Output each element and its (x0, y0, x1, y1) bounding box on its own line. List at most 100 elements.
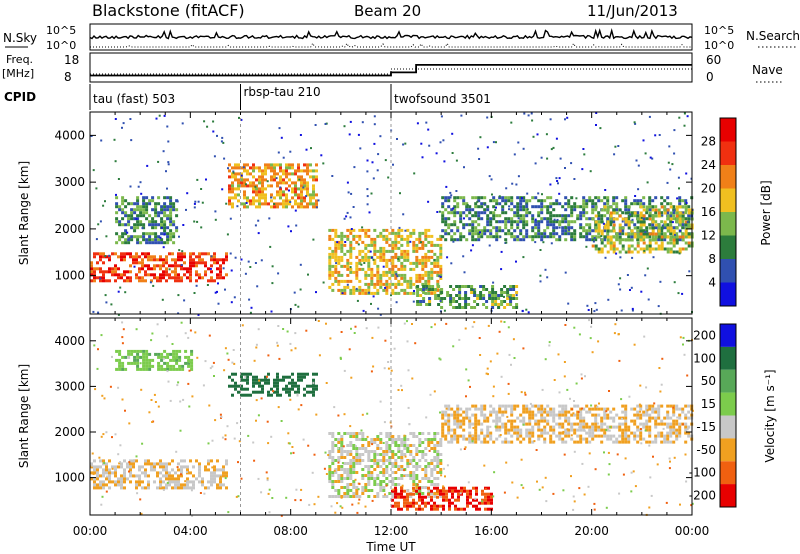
power-cell (637, 188, 640, 191)
power-cell (294, 184, 297, 188)
velocity-cell (176, 384, 179, 387)
power-cell (585, 238, 589, 242)
power-cell (315, 175, 318, 179)
power-cell (402, 143, 405, 146)
power-cell (291, 163, 294, 167)
power-cell (254, 224, 257, 227)
power-cell (291, 190, 294, 194)
velocity-cell (376, 465, 380, 468)
power-cell (305, 148, 308, 151)
velocity-cell (412, 486, 415, 490)
velocity-cell (333, 406, 336, 409)
power-cell (660, 196, 664, 200)
power-cell (645, 226, 649, 230)
power-cell (687, 244, 691, 248)
power-cell (594, 220, 598, 224)
velocity-cell (151, 364, 155, 368)
velocity-cell (549, 425, 553, 429)
velocity-cell (566, 428, 569, 431)
velocity-cell (373, 450, 377, 453)
velocity-cell (291, 378, 294, 382)
velocity-cell (160, 358, 164, 362)
power-cell (672, 244, 676, 248)
power-cell (352, 288, 356, 292)
power-cell (488, 291, 492, 294)
velocity-cell (175, 361, 179, 365)
velocity-cell (340, 331, 343, 333)
power-cell (444, 220, 448, 224)
power-cell (219, 258, 222, 262)
velocity-cell (162, 486, 165, 490)
power-cell (142, 208, 146, 212)
velocity-cell (448, 498, 451, 502)
velocity-cell (462, 422, 466, 426)
power-cell (147, 252, 150, 256)
velocity-cell (102, 486, 105, 490)
power-cell (669, 247, 673, 251)
power-cell (349, 255, 353, 259)
power-cell (657, 226, 661, 230)
power-cell (666, 247, 670, 251)
power-cell (303, 184, 306, 188)
velocity-cell (355, 495, 359, 498)
power-cell (445, 185, 448, 188)
power-cell (240, 202, 243, 206)
velocity-cell (522, 486, 525, 489)
power-cell (651, 238, 655, 242)
power-cell (238, 116, 240, 119)
power-cell (102, 273, 105, 277)
power-cell (148, 223, 152, 227)
power-cell (618, 229, 622, 233)
power-cell (394, 237, 398, 241)
power-cell (468, 208, 472, 212)
velocity-cell (624, 457, 627, 460)
velocity-cell (186, 465, 189, 469)
velocity-cell (97, 348, 99, 351)
velocity-cell (340, 496, 343, 499)
velocity-cell (498, 330, 501, 333)
power-cell (210, 264, 213, 268)
power-cell (172, 223, 176, 227)
velocity-cell (471, 325, 474, 328)
power-cell (356, 299, 359, 302)
velocity-cell (540, 407, 544, 411)
power-cell (237, 172, 240, 176)
velocity-cell (397, 501, 400, 505)
power-cell (355, 264, 359, 268)
power-cell (111, 252, 114, 256)
velocity-cell (621, 404, 625, 408)
velocity-cell (561, 413, 565, 417)
power-cell (167, 140, 170, 143)
velocity-cell (573, 431, 577, 435)
velocity-cell (472, 504, 475, 508)
power-cell (495, 229, 499, 233)
power-cell (178, 249, 181, 252)
power-cell (95, 187, 98, 190)
velocity-cell (370, 465, 374, 468)
power-cell (477, 196, 481, 200)
velocity-cell (501, 413, 505, 417)
velocity-cell (246, 387, 249, 391)
power-cell (373, 258, 377, 262)
velocity-cell (331, 459, 335, 462)
velocity-cell (165, 471, 168, 475)
power-cell (678, 223, 682, 227)
power-cell (252, 190, 255, 194)
power-cell (416, 285, 420, 288)
power-cell (630, 238, 634, 242)
power-cell (280, 136, 283, 139)
velocity-cell (424, 486, 428, 489)
velocity-cell (294, 384, 297, 388)
velocity-cell (120, 483, 123, 487)
velocity-cell (373, 468, 377, 471)
power-cell (151, 226, 155, 230)
power-cell (337, 270, 341, 274)
power-cell (441, 205, 445, 209)
velocity-cell (512, 338, 515, 341)
power-cell (216, 276, 219, 280)
power-cell (657, 238, 661, 242)
velocity-cell (453, 416, 457, 420)
power-cell (515, 183, 518, 186)
power-cell (400, 234, 404, 238)
velocity-cell (418, 495, 421, 499)
